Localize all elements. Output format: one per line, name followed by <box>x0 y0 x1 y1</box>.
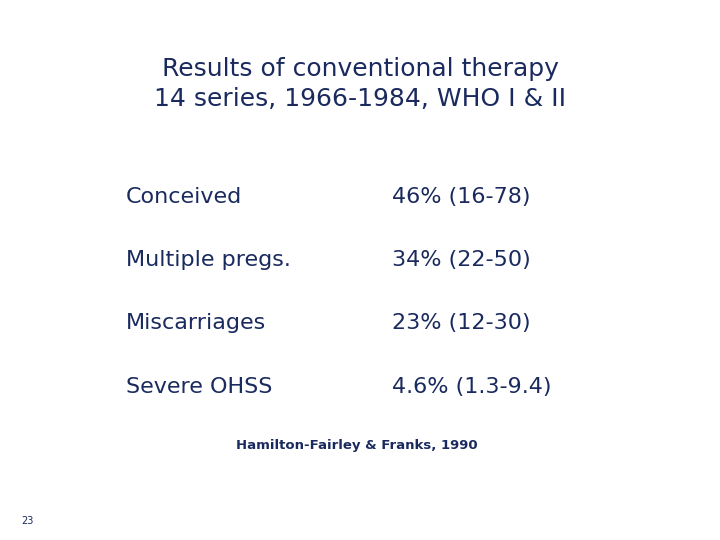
Text: 46% (16-78): 46% (16-78) <box>392 187 531 207</box>
Text: Multiple pregs.: Multiple pregs. <box>126 250 291 271</box>
Text: Miscarriages: Miscarriages <box>126 313 266 334</box>
Text: 23: 23 <box>22 516 34 526</box>
Text: Hamilton-Fairley & Franks, 1990: Hamilton-Fairley & Franks, 1990 <box>235 439 477 452</box>
Text: 34% (22-50): 34% (22-50) <box>392 250 531 271</box>
Text: Conceived: Conceived <box>126 187 242 207</box>
Text: 23% (12-30): 23% (12-30) <box>392 313 531 334</box>
Text: Results of conventional therapy
14 series, 1966-1984, WHO I & II: Results of conventional therapy 14 serie… <box>154 57 566 111</box>
Text: Severe OHSS: Severe OHSS <box>126 376 272 397</box>
Text: 4.6% (1.3-9.4): 4.6% (1.3-9.4) <box>392 376 552 397</box>
